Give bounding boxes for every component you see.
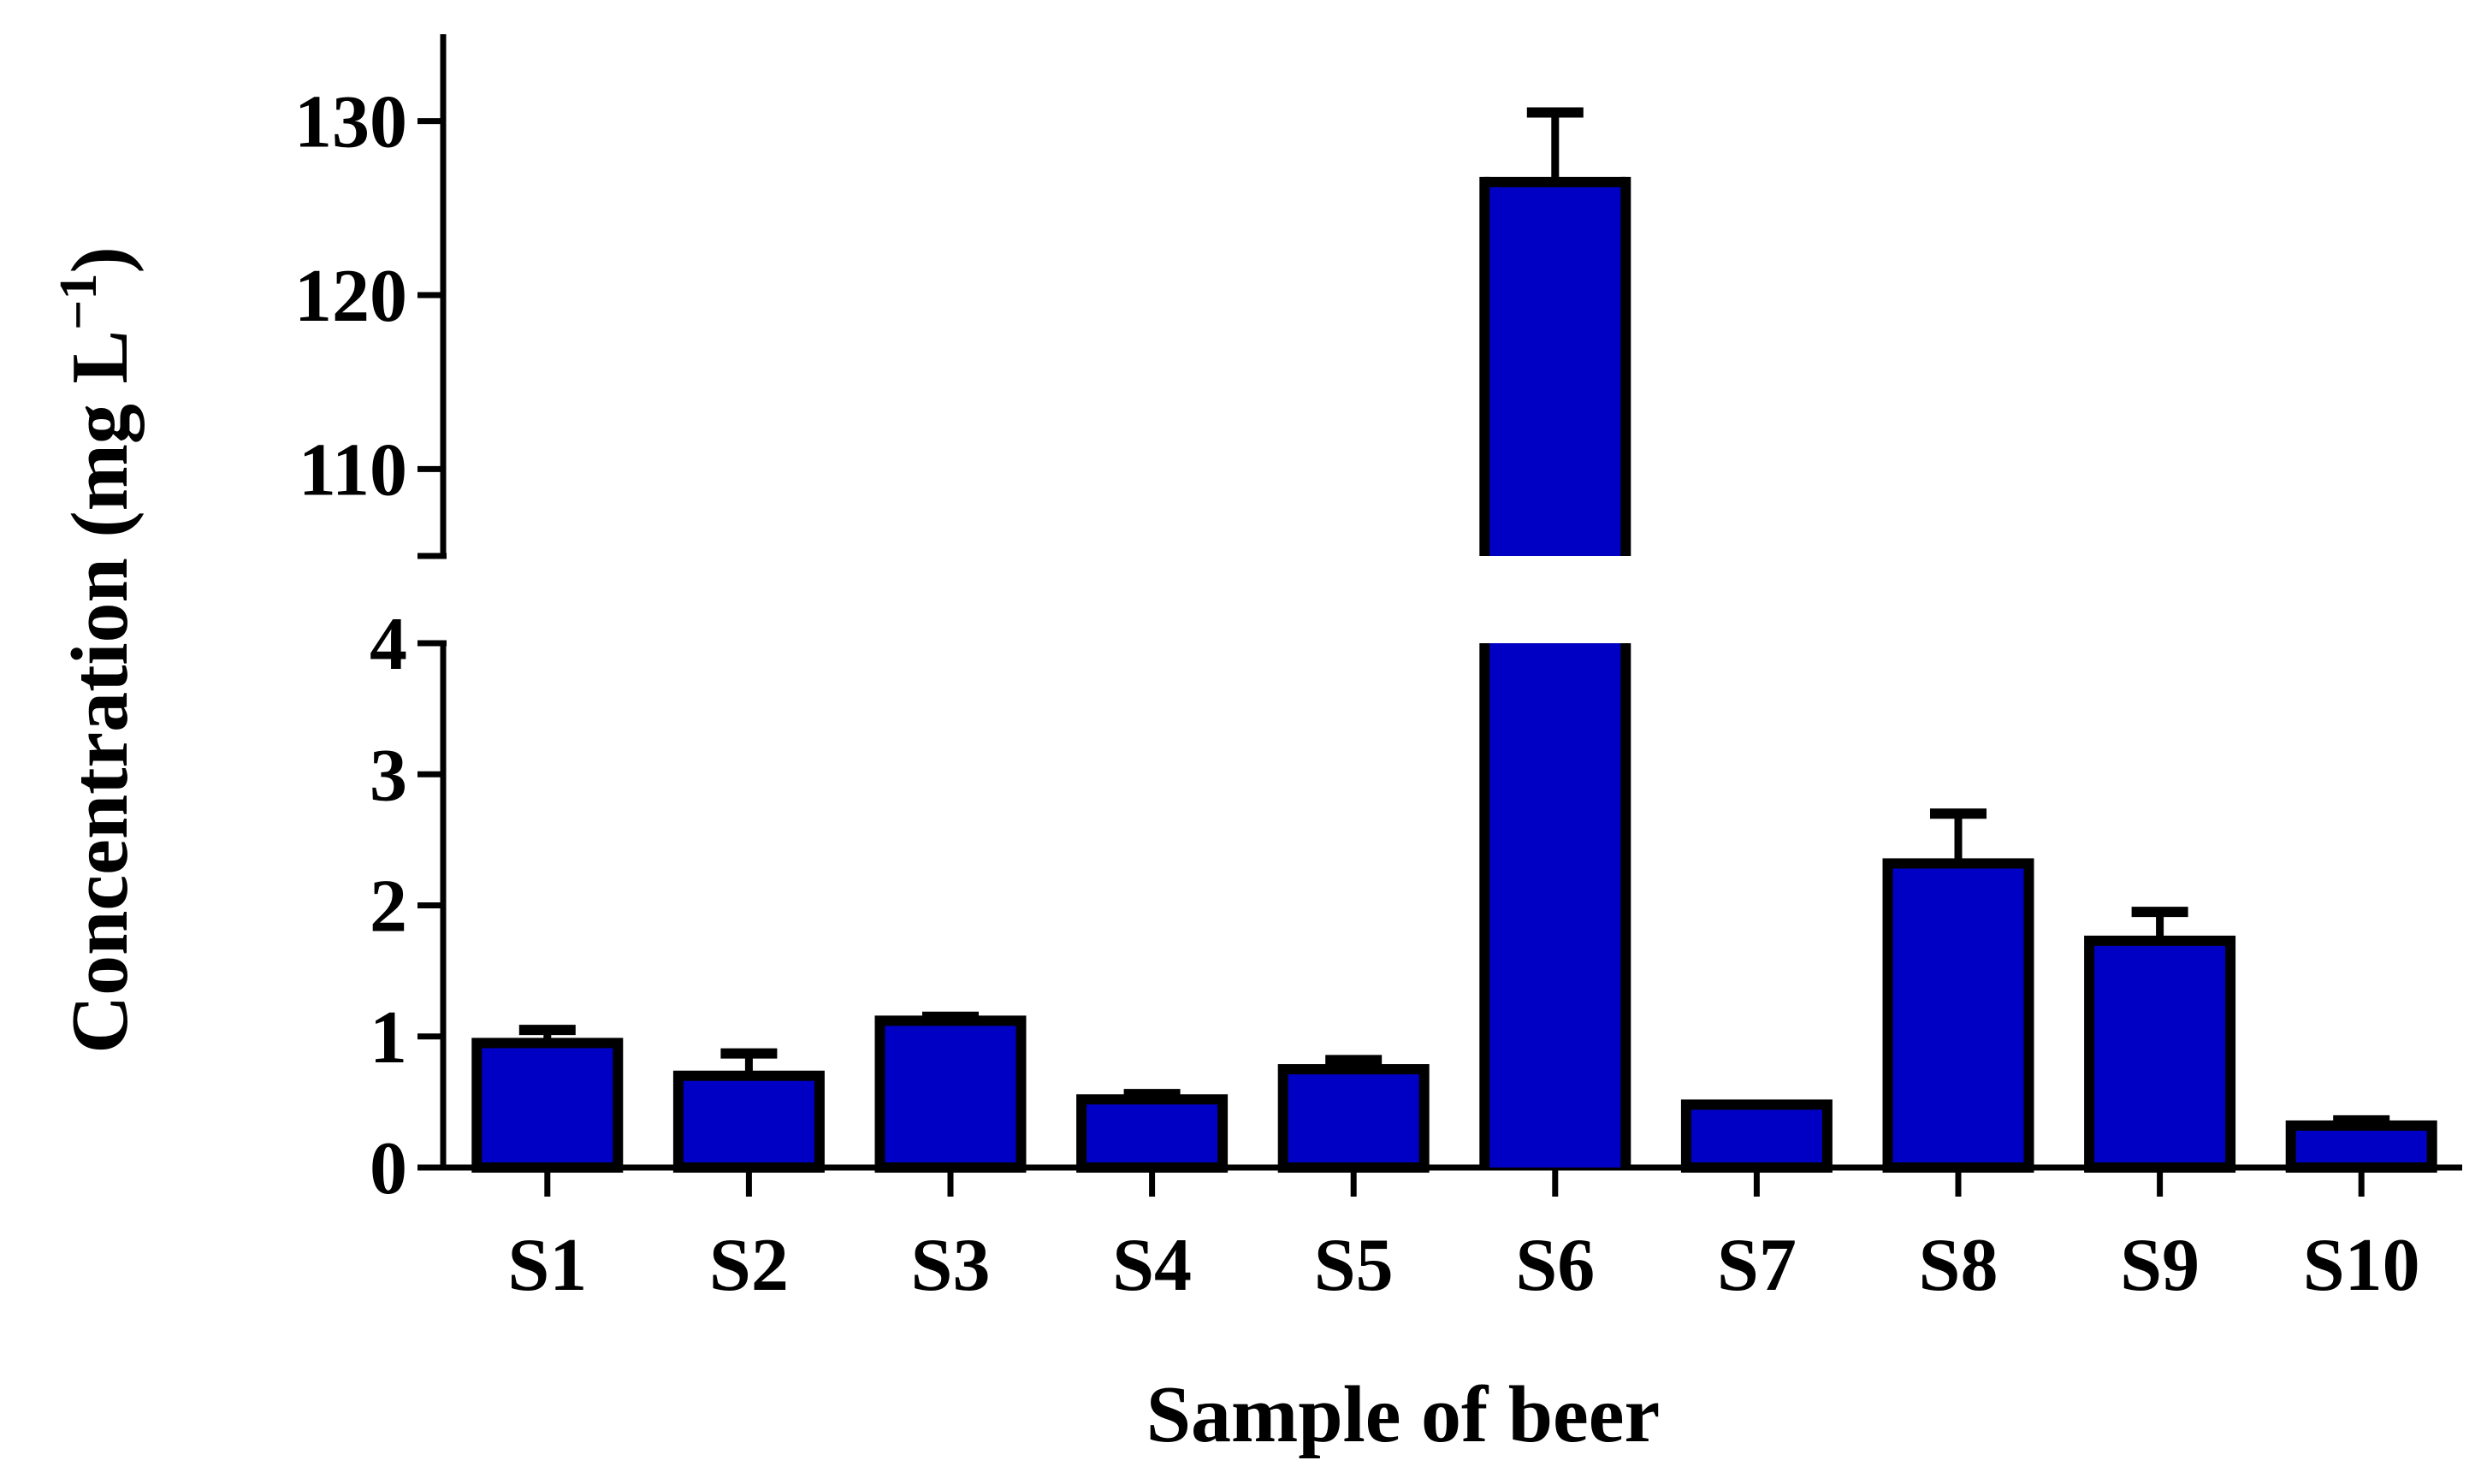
bar [1076, 1094, 1229, 1174]
error-bars [518, 107, 2390, 1126]
x-tick-label: S10 [2303, 1224, 2420, 1307]
x-tick-label: S4 [1112, 1224, 1192, 1307]
bars [471, 176, 2437, 1174]
y-tick-label: 3 [370, 734, 407, 817]
bar [471, 1038, 624, 1173]
bar [2084, 935, 2236, 1173]
bar [2285, 1120, 2437, 1173]
x-tick-label: S5 [1314, 1224, 1394, 1307]
y-tick-label: 110 [299, 429, 407, 511]
bar [1680, 1099, 1833, 1173]
x-tick-label: S7 [1717, 1224, 1797, 1307]
x-tick-label: S6 [1515, 1224, 1595, 1307]
y-tick-labels: 0 1 2 3 4 110 120 130 [294, 81, 407, 1210]
y-tick-label: 0 [370, 1127, 407, 1210]
y-axis-title-sup: −1 [50, 274, 108, 330]
x-tick-label: S9 [2120, 1224, 2200, 1307]
bar-lower-segment [1484, 643, 1626, 1168]
x-tick-label: S3 [911, 1224, 991, 1307]
bar [672, 1070, 825, 1173]
y-tick-label: 2 [370, 866, 407, 949]
y-tick-label: 130 [294, 81, 407, 164]
y-tick-label: 4 [370, 603, 407, 686]
x-axis-title: Sample of beer [1146, 1370, 1660, 1459]
bar [1277, 1064, 1430, 1173]
y-tick-label: 120 [294, 255, 407, 338]
y-axis-title: Concentration (mg L−1) [50, 246, 145, 1054]
bar-upper-segment [1484, 181, 1626, 557]
x-tick-label: S8 [1919, 1224, 1998, 1307]
bar [874, 1015, 1027, 1173]
x-tick-label: S1 [507, 1224, 587, 1307]
y-axis-title-close: ) [56, 246, 145, 273]
y-axis [417, 34, 447, 1171]
y-axis-title-main: Concentration (mg L [56, 330, 145, 1054]
x-tick-label: S2 [709, 1224, 789, 1307]
bar [1882, 858, 2034, 1174]
x-tick-labels: S1 S2 S3 S4 S5 S6 S7 S8 S9 S10 [507, 1224, 2419, 1307]
y-tick-label: 1 [370, 996, 407, 1079]
